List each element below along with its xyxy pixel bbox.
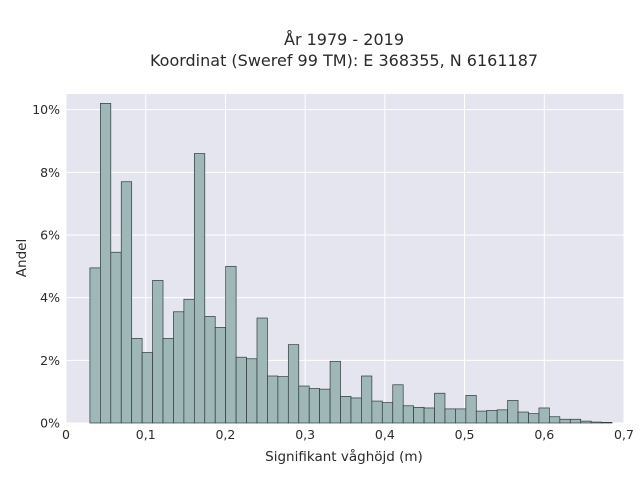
histogram-bar — [214, 327, 227, 424]
histogram-bar — [287, 344, 300, 424]
histogram-bar — [549, 416, 561, 424]
chart-title-coordinates: Koordinat (Sweref 99 TM): E 368355, N 61… — [150, 51, 538, 70]
histogram-bar — [100, 103, 112, 424]
y-tick-label: 0% — [40, 416, 60, 431]
x-tick-label: 0,5 — [455, 427, 475, 442]
histogram-bar — [89, 267, 101, 424]
histogram-bar — [475, 410, 488, 424]
x-axis-label: Signifikant våghöjd (m) — [265, 448, 423, 465]
histogram-bar — [538, 407, 550, 424]
histogram-bar — [517, 411, 529, 424]
histogram-bar — [402, 405, 414, 424]
x-tick-label: 0,4 — [375, 427, 395, 442]
histogram-bar — [361, 375, 373, 424]
y-tick-label: 6% — [40, 228, 60, 243]
x-tick-label: 0,7 — [614, 427, 634, 442]
histogram-bar — [246, 358, 258, 424]
histogram-bar — [267, 375, 279, 424]
histogram-bar — [496, 409, 508, 424]
x-tick-label: 0,1 — [136, 427, 156, 442]
histogram-bar — [120, 181, 133, 424]
histogram-bar — [329, 360, 341, 424]
chart-title-years: År 1979 - 2019 — [284, 30, 404, 49]
histogram-bar — [350, 397, 362, 424]
histogram-bar — [308, 388, 321, 424]
histogram-bar — [507, 400, 519, 424]
histogram-bar — [183, 298, 195, 424]
histogram-bar — [559, 418, 571, 424]
y-tick-label: 10% — [32, 102, 60, 117]
histogram-bar — [434, 392, 446, 424]
histogram-bar — [392, 384, 404, 424]
histogram-bar — [131, 338, 143, 424]
histogram-bar — [381, 402, 394, 424]
x-tick-label: 0,6 — [534, 427, 554, 442]
histogram-bar — [152, 280, 164, 424]
histogram-bar — [225, 265, 237, 424]
histogram-bar — [141, 352, 153, 424]
y-tick-label: 4% — [40, 290, 60, 305]
histogram-bar — [423, 407, 435, 424]
bars — [89, 103, 613, 424]
y-tick-label: 2% — [40, 353, 60, 368]
histogram-bar — [277, 376, 289, 424]
histogram-bar — [444, 408, 456, 424]
x-tick-label: 0,3 — [295, 427, 315, 442]
histogram-bar — [413, 406, 425, 424]
histogram-bar — [590, 421, 602, 424]
histogram-bar — [569, 418, 582, 424]
histogram-bar — [235, 356, 247, 424]
histogram-bar — [455, 408, 467, 424]
histogram-bar — [340, 396, 352, 424]
histogram-bar — [110, 251, 122, 424]
histogram-bar — [298, 385, 310, 424]
histogram-bar — [204, 316, 216, 424]
histogram-bar — [580, 420, 592, 424]
histogram-bar — [162, 338, 174, 424]
histogram-bar — [528, 413, 540, 424]
y-axis-label: Andel — [14, 239, 30, 277]
x-axis-ticks: 0 0,1 0,2 0,3 0,4 0,5 0,6 0,7 — [62, 427, 634, 442]
histogram-bar — [465, 395, 477, 424]
y-tick-label: 8% — [40, 165, 60, 180]
x-tick-label: 0,2 — [215, 427, 235, 442]
histogram-bar — [193, 153, 206, 424]
histogram-bar — [319, 388, 331, 424]
histogram-bar — [601, 422, 613, 424]
histogram-bar — [256, 317, 268, 424]
histogram-bar — [173, 311, 185, 424]
histogram-bar — [486, 410, 498, 424]
y-axis-ticks: 0% 2% 4% 6% 8% 10% — [32, 102, 60, 430]
x-tick-label: 0 — [62, 427, 70, 442]
histogram-bar — [371, 400, 383, 424]
